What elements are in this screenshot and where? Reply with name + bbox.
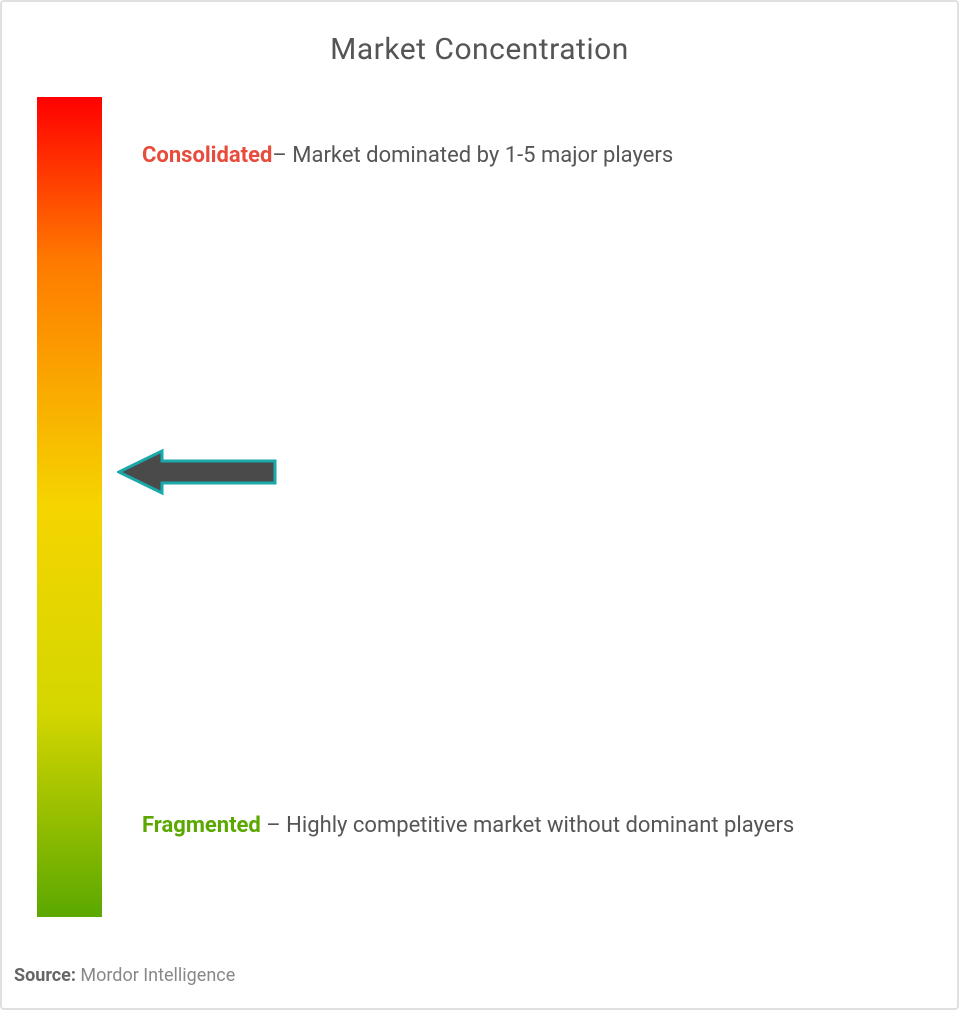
fragmented-highlight: Fragmented: [142, 813, 261, 838]
fragmented-text: – Highly competitive market without domi…: [261, 813, 794, 838]
labels-area: Consolidated– Market dominated by 1-5 ma…: [142, 97, 922, 917]
position-arrow: [117, 447, 277, 497]
consolidated-label: Consolidated– Market dominated by 1-5 ma…: [142, 132, 673, 180]
source-value: Mordor Intelligence: [76, 965, 235, 986]
source-attribution: Source: Mordor Intelligence: [14, 965, 235, 986]
arrow-icon: [117, 447, 277, 497]
source-label: Source:: [14, 965, 76, 986]
chart-title: Market Concentration: [2, 2, 957, 67]
consolidated-text: – Market dominated by 1-5 major players: [272, 143, 673, 168]
infographic-container: Market Concentration Consolidated– Marke…: [0, 0, 959, 1010]
fragmented-label: Fragmented – Highly competitive market w…: [142, 802, 794, 850]
consolidated-highlight: Consolidated: [142, 143, 272, 168]
concentration-gradient-bar: [37, 97, 102, 917]
